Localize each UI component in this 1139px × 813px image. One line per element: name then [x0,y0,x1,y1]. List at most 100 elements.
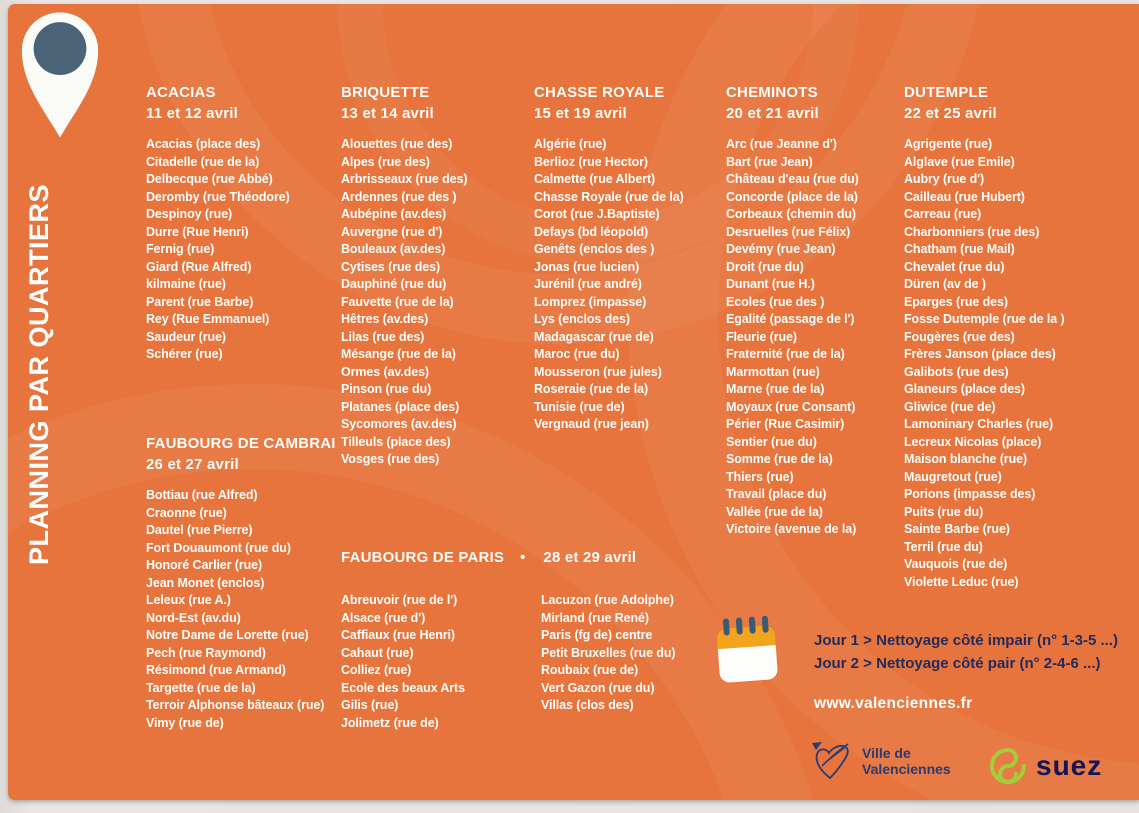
street-item: Maugretout (rue) [904,469,1002,484]
street-item: Jurénil (rue andré) [534,277,642,291]
street-item: Lacuzon (rue Adolphe) [541,593,674,607]
street-item: kilmaine (rue) [146,277,226,291]
calendar-icon [717,615,778,683]
section-dutemple: DUTEMPLE 22 et 25 avril Agrigente (rue) A… [904,82,1104,591]
street-item: Düren (av de ) [904,277,986,291]
street-item: Tunisie (rue de) [534,399,625,414]
street-item: Devémy (rue Jean) [726,242,836,256]
street-item: Dautel (rue Pierre) [146,523,253,537]
suez-logo: suez [986,744,1102,788]
street-item: Ardennes (rue des ) [341,189,457,204]
street-item: Egalité (passage de l') [726,312,855,326]
street-item: Mousseron (rue jules) [534,364,662,379]
street-item: Vauquois (rue de) [904,557,1008,571]
street-list: Agrigente (rue) Alglave (rue Emile) Aubry … [904,136,1104,591]
street-item: Targette (rue de la) [146,680,256,695]
street-item: Mésange (rue de la) [341,347,456,361]
section-chasse-royale: CHASSE ROYALE 15 et 19 avril Algérie (ru… [534,82,734,434]
street-item: Lecreux Nicolas (place) [904,434,1042,449]
street-item: Colliez (rue) [341,663,412,677]
street-item: Terroir Alphonse bâteaux (rue) [146,698,325,712]
section-title: ACACIAS [146,84,216,101]
street-item: Deromby (rue Théodore) [146,189,290,204]
street-item: Leleux (rue A.) [146,593,231,607]
street-item: Pinson (rue du) [341,382,432,396]
street-item: Lomprez (impasse) [534,294,647,309]
street-item: Thiers (rue) [726,469,794,484]
street-item: Lys (enclos des) [534,312,630,326]
street-item: Jean Monet (enclos) [146,575,265,590]
ville-de-valenciennes-logo: Ville de Valenciennes [808,740,951,782]
street-item: Citadelle (rue de la) [146,154,260,169]
street-item: Eparges (rue des) [904,294,1008,309]
street-item: Rey (Rue Emmanuel) [146,312,270,326]
street-item: Fernig (rue) [146,242,215,256]
street-item: Algérie (rue) [534,137,607,151]
street-item: Caffiaux (rue Henri) [341,628,455,642]
street-item: Frères Janson (place des) [904,347,1056,361]
street-item: Violette Leduc (rue) [904,574,1019,589]
street-item: Fraternité (rue de la) [726,347,845,361]
street-item: Berlioz (rue Hector) [534,154,648,169]
street-item: Chevalet (rue du) [904,259,1005,274]
street-item: Villas (clos des) [541,698,634,712]
street-item: Giard (Rue Alfred) [146,259,252,274]
street-item: Terril (rue du) [904,539,983,554]
street-item: Arbrisseaux (rue des) [341,172,468,186]
street-item: Bottiau (rue Alfred) [146,488,258,502]
street-item: Mirland (rue René) [541,610,649,625]
suez-swirl-icon [990,748,1026,784]
street-item: Despinoy (rue) [146,207,233,221]
street-item: Roubaix (rue de) [541,663,639,677]
street-item: Gliwice (rue de) [904,399,996,414]
street-item: Maison blanche (rue) [904,452,1028,466]
street-item: Aubry (rue d') [904,172,985,186]
street-item: Jolimetz (rue de) [341,715,439,730]
street-item: Dunant (rue H.) [726,277,815,291]
street-item: Fort Douaumont (rue du) [146,540,291,555]
street-item: Petit Bruxelles (rue du) [541,645,676,660]
section-title: FAUBOURG DE PARIS [341,549,505,566]
street-item: Château d'eau (rue du) [726,172,859,186]
street-item: Marmottan (rue) [726,364,820,379]
street-item: Fosse Dutemple (rue de la ) [904,312,1065,326]
street-list: Acacias (place des) Citadelle (rue de la)… [146,136,346,364]
section-title: CHASSE ROYALE [534,84,665,101]
street-item: Bouleaux (av.des) [341,242,446,256]
section-dates: 15 et 19 avril [534,105,627,122]
section-title: CHEMINOTS [726,84,818,101]
street-item: Parent (rue Barbe) [146,294,254,309]
street-item: Madagascar (rue de) [534,329,654,344]
street-item: Carreau (rue) [904,207,982,221]
section-cheminots: CHEMINOTS 20 et 21 avril Arc (rue Jeanne… [726,82,926,539]
street-item: Ecole des beaux Arts [341,680,465,695]
street-item: Ecoles (rue des ) [726,294,825,309]
section-dates: 11 et 12 avril [146,105,239,122]
street-item: Vert Gazon (rue du) [541,680,655,695]
valenciennes-heart-icon [812,742,849,780]
street-item: Platanes (place des) [341,399,460,414]
paris-street-columns: Abreuvoir (rue de l') Alsace (rue d') Caff… [341,592,761,732]
street-list: Arc (rue Jeanne d') Bart (rue Jean) Châtea… [726,136,926,539]
street-item: Cailleau (rue Hubert) [904,189,1025,204]
street-item: Alpes (rue des) [341,154,430,169]
street-item: Marne (rue de la) [726,382,825,396]
street-item: Acacias (place des) [146,137,261,151]
section-title: DUTEMPLE [904,84,989,101]
street-item: Chatham (rue Mail) [904,242,1015,256]
legend-text: Jour 1 > Nettoyage côté impair (n° 1-3-5… [814,629,1118,675]
section-faubourg-paris: FAUBOURG DE PARIS • 28 et 29 avril Abreu… [341,547,761,732]
street-item: Somme (rue de la) [726,452,833,466]
section-dates: 20 et 21 avril [726,105,819,122]
suez-wordmark: suez [1036,750,1103,781]
street-item: Galibots (rue des) [904,364,1009,379]
street-list: Lacuzon (rue Adolphe) Mirland (rue René) P… [541,592,676,732]
street-item: Concorde (place de la) [726,189,858,204]
street-item: Craonne (rue) [146,505,227,520]
street-item: Schérer (rue) [146,347,223,361]
street-item: Périer (Rue Casimir) [726,417,845,431]
street-item: Fauvette (rue de la) [341,294,454,309]
street-item: Vallée (rue de la) [726,504,823,519]
street-item: Cytises (rue des) [341,259,441,274]
